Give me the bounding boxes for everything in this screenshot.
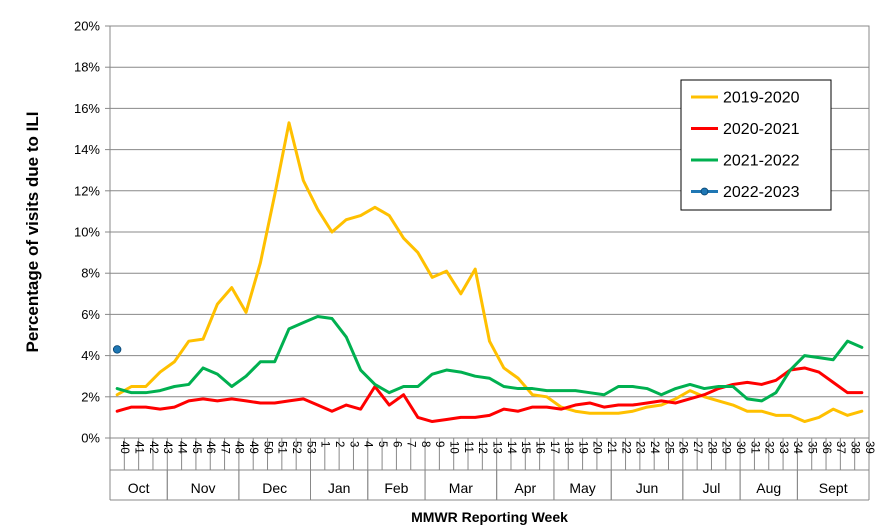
week-label: 16 — [533, 441, 545, 454]
week-label: 8 — [419, 441, 431, 447]
legend-label: 2020-2021 — [723, 121, 800, 138]
week-label: 31 — [748, 441, 760, 454]
week-label: 6 — [390, 441, 402, 447]
legend-marker — [700, 187, 709, 196]
week-label: 13 — [491, 441, 503, 454]
week-label: 33 — [777, 441, 789, 454]
week-label: 52 — [290, 441, 302, 454]
y-tick-label: 20% — [74, 19, 100, 34]
month-label: Jun — [636, 480, 659, 496]
week-label: 27 — [691, 441, 703, 454]
week-label: 18 — [562, 441, 574, 454]
y-axis-ticks: 0% 2% 4% 6% 8% 10% 12% 14% 16% 18% 20% — [74, 19, 110, 446]
y-tick-label: 8% — [81, 266, 100, 281]
month-label: Feb — [384, 480, 408, 496]
week-label: 30 — [734, 441, 746, 454]
week-label: 45 — [190, 441, 202, 454]
x-axis-title: MMWR Reporting Week — [411, 509, 568, 525]
week-label: 2 — [333, 441, 345, 447]
week-label: 39 — [863, 441, 875, 454]
legend-label: 2021-2022 — [723, 153, 800, 170]
week-label: 49 — [247, 441, 259, 454]
week-label: 34 — [791, 441, 803, 454]
week-label: 7 — [405, 441, 417, 447]
week-label: 36 — [820, 441, 832, 454]
y-axis-title: Percentage of visits due to ILI — [23, 112, 42, 353]
week-label: 20 — [591, 441, 603, 454]
week-label: 35 — [806, 441, 818, 454]
week-label: 25 — [662, 441, 674, 454]
y-tick-label: 2% — [81, 389, 100, 404]
legend-label: 2019-2020 — [723, 90, 800, 107]
week-label: 3 — [347, 441, 359, 447]
week-label: 26 — [677, 441, 689, 454]
week-label: 32 — [763, 441, 775, 454]
week-label: 28 — [705, 441, 717, 454]
x-axis: 40 41 42 43 44 45 46 47 48 49 50 51 52 53 1 2 3 4 5 6 7 8 9 10 1… — [109, 438, 875, 501]
week-label: 42 — [147, 441, 159, 454]
week-label: 11 — [462, 441, 474, 453]
week-label: 15 — [519, 441, 531, 454]
month-label: Apr — [514, 480, 536, 496]
week-label: 44 — [175, 441, 187, 454]
week-label: 46 — [204, 441, 216, 454]
week-label: 41 — [132, 441, 144, 454]
month-label: Dec — [262, 480, 287, 496]
week-label: 37 — [834, 441, 846, 454]
week-label: 5 — [376, 441, 388, 447]
month-label: May — [569, 480, 595, 496]
week-label: 24 — [648, 441, 660, 454]
week-label: 53 — [304, 441, 316, 454]
y-tick-label: 10% — [74, 225, 100, 240]
week-label: 23 — [634, 441, 646, 454]
y-tick-label: 14% — [74, 142, 100, 157]
y-tick-label: 12% — [74, 183, 100, 198]
week-label: 1 — [319, 441, 331, 447]
week-label: 48 — [233, 441, 245, 454]
y-tick-label: 18% — [74, 60, 100, 75]
data-series — [112, 121, 864, 424]
series-line-2020-2021 — [115, 366, 864, 424]
week-label: 14 — [505, 441, 517, 454]
month-label: Oct — [128, 480, 150, 496]
week-label: 10 — [448, 441, 460, 454]
week-label: 38 — [849, 441, 861, 454]
legend-label: 2022-2023 — [723, 184, 800, 201]
week-label: 51 — [276, 441, 288, 454]
month-label: Nov — [191, 480, 216, 496]
week-label: 40 — [118, 441, 130, 454]
month-label: Aug — [756, 480, 781, 496]
week-label: 19 — [576, 441, 588, 454]
series-line-2019-2020 — [115, 121, 864, 424]
week-label: 47 — [218, 441, 230, 454]
y-tick-label: 4% — [81, 348, 100, 363]
week-label: 4 — [362, 441, 374, 448]
week-label: 29 — [720, 441, 732, 454]
y-tick-label: 0% — [81, 431, 100, 446]
series-line-2021-2022 — [115, 314, 864, 403]
week-label: 9 — [433, 441, 445, 447]
week-label: 22 — [619, 441, 631, 454]
week-label: 12 — [476, 441, 488, 454]
month-label: Sept — [819, 480, 848, 496]
week-label: 21 — [605, 441, 617, 454]
month-label: Jan — [328, 480, 351, 496]
y-tick-label: 16% — [74, 101, 100, 116]
week-label: 50 — [261, 441, 273, 454]
month-label: Mar — [449, 480, 473, 496]
week-label: 43 — [161, 441, 173, 454]
month-label: Jul — [703, 480, 721, 496]
gridlines — [110, 66, 869, 398]
series-point-2022-2023 — [112, 345, 122, 354]
legend: 2019-2020 2020-2021 2021-2022 2022-2023 — [680, 79, 832, 211]
y-tick-label: 6% — [81, 307, 100, 322]
week-label: 17 — [548, 441, 560, 454]
